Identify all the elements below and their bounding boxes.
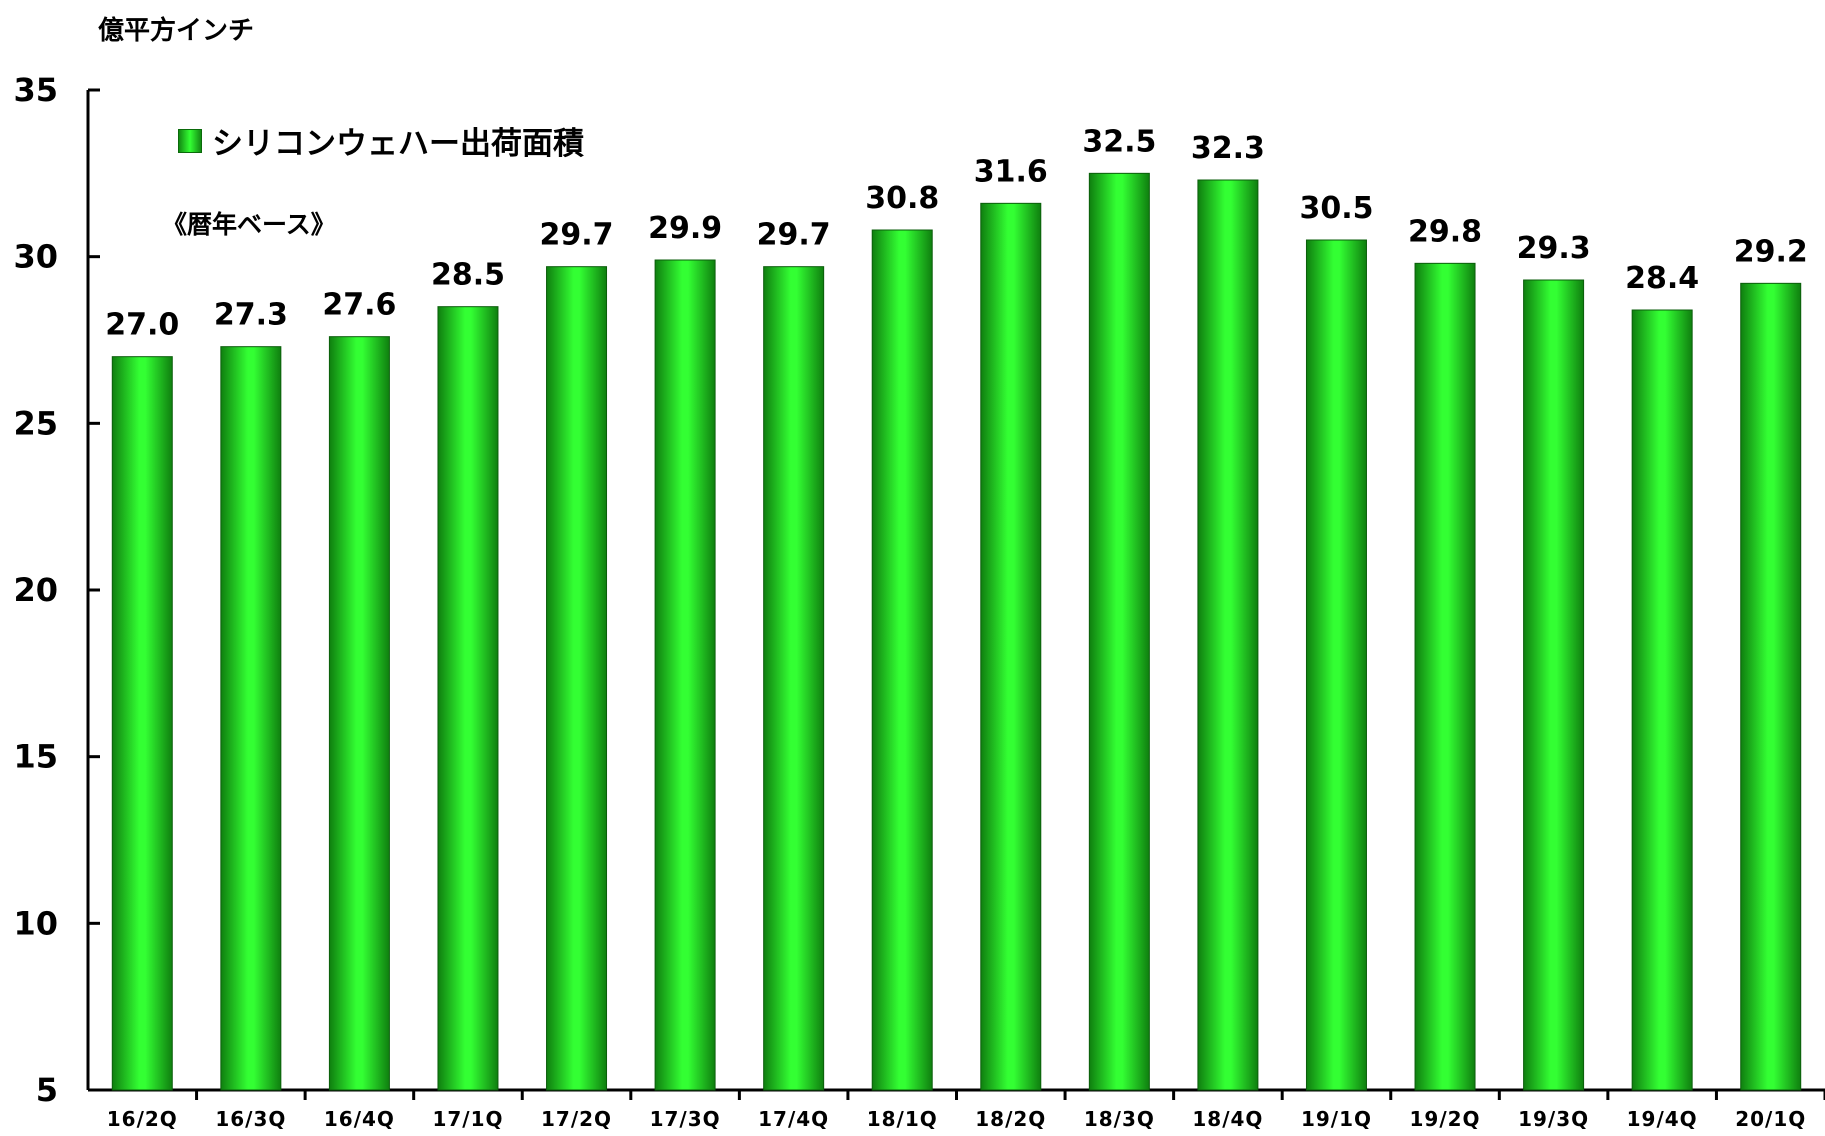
x-category-label: 18/1Q [867, 1107, 938, 1131]
x-category-label: 17/3Q [650, 1107, 721, 1131]
x-category-label: 17/4Q [758, 1107, 829, 1131]
data-label: 29.3 [1517, 231, 1591, 266]
x-category-label: 16/3Q [215, 1107, 286, 1131]
y-tick-label: 25 [13, 404, 58, 442]
y-tick-label: 15 [13, 738, 58, 776]
y-tick-label: 30 [13, 238, 58, 276]
x-category-label: 17/2Q [541, 1107, 612, 1131]
bar-18-4Q [1197, 179, 1259, 1091]
data-label: 31.6 [974, 154, 1048, 189]
y-tick-label: 20 [13, 571, 58, 609]
data-label: 32.3 [1191, 131, 1265, 166]
x-category-label: 16/4Q [324, 1107, 395, 1131]
legend-label: シリコンウェハー出荷面積 [212, 126, 584, 162]
data-label: 29.9 [648, 211, 722, 246]
bar-19-3Q [1523, 279, 1585, 1091]
x-category-label: 17/1Q [432, 1107, 503, 1131]
data-label: 30.8 [865, 181, 939, 216]
data-label: 27.3 [214, 298, 288, 333]
data-label: 27.0 [105, 308, 179, 343]
bars-group [111, 172, 1802, 1091]
bar-17-3Q [654, 259, 716, 1091]
data-label: 27.6 [322, 288, 396, 323]
bar-19-1Q [1305, 239, 1367, 1091]
y-tick-label: 10 [13, 904, 58, 942]
y-tick-label: 5 [36, 1071, 58, 1109]
bar-20-1Q [1740, 282, 1802, 1091]
bar-17-1Q [437, 306, 499, 1091]
bar-17-4Q [763, 266, 825, 1091]
bar-17-2Q [546, 266, 608, 1091]
x-category-label: 18/2Q [975, 1107, 1046, 1131]
x-category-label: 16/2Q [107, 1107, 178, 1131]
bar-16-2Q [111, 356, 173, 1091]
x-category-label: 20/1Q [1735, 1107, 1806, 1131]
legend: シリコンウェハー出荷面積 [178, 118, 584, 163]
x-category-label: 19/2Q [1410, 1107, 1481, 1131]
x-category-label: 18/3Q [1084, 1107, 1155, 1131]
bar-16-4Q [328, 336, 390, 1091]
bar-19-4Q [1631, 309, 1693, 1091]
x-category-label: 19/4Q [1627, 1107, 1698, 1131]
x-category-label: 19/3Q [1518, 1107, 1589, 1131]
bar-18-3Q [1088, 172, 1150, 1091]
basis-note: 《暦年ベース》 [162, 210, 336, 239]
data-label: 29.8 [1408, 214, 1482, 249]
data-label: 29.2 [1734, 234, 1808, 269]
data-label: 28.4 [1625, 261, 1699, 296]
legend-swatch [178, 128, 202, 153]
bar-18-1Q [871, 229, 933, 1091]
y-axis-unit-label: 億平方インチ [98, 16, 255, 46]
bar-18-2Q [980, 202, 1042, 1091]
bar-16-3Q [220, 346, 282, 1091]
labels-group: 27.0 16/2Q 27.3 16/3Q 27.6 16/4Q 28.5 17/1Q 29.7… [105, 124, 1807, 1131]
data-label: 32.5 [1082, 124, 1156, 159]
y-tick-label: 35 [13, 71, 58, 109]
bar-19-2Q [1414, 262, 1476, 1091]
x-category-label: 19/1Q [1301, 1107, 1372, 1131]
data-label: 28.5 [431, 258, 505, 293]
data-label: 30.5 [1299, 191, 1373, 226]
x-category-label: 18/4Q [1192, 1107, 1263, 1131]
data-label: 29.7 [540, 218, 614, 253]
data-label: 29.7 [757, 218, 831, 253]
